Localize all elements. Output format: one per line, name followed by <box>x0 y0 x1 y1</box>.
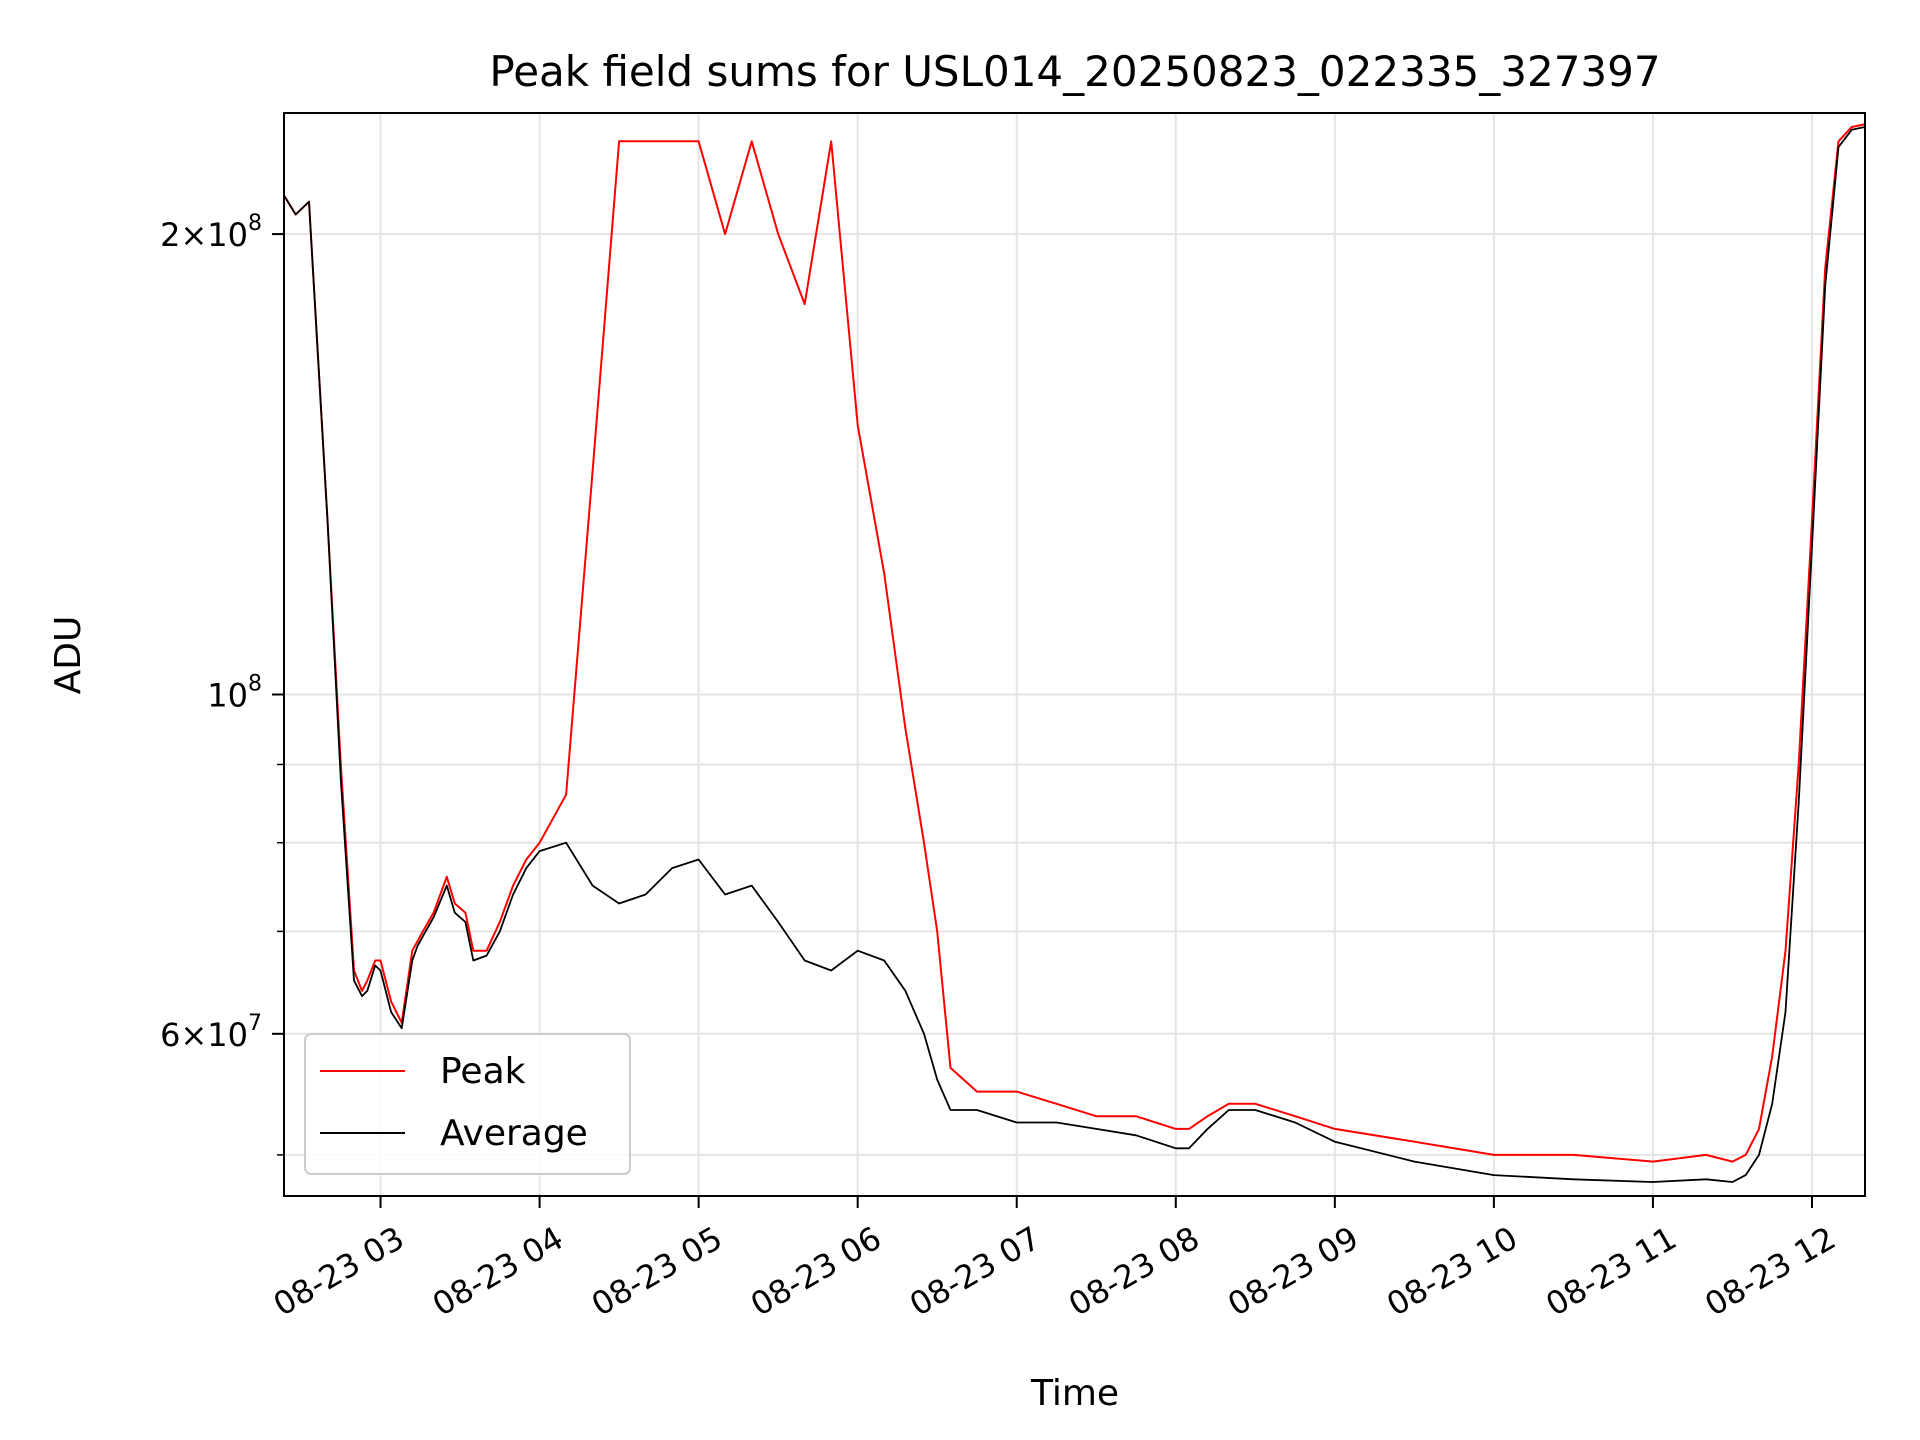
series-line-average <box>284 126 1865 1183</box>
chart-title: Peak field sums for USL014_20250823_0223… <box>489 47 1660 96</box>
legend-average-label: Average <box>440 1113 588 1154</box>
legend-peak-label: Peak <box>440 1051 526 1092</box>
y-tick-label: 108 <box>207 672 262 715</box>
y-tick-label: 2×108 <box>160 211 262 254</box>
y-axis: 6×107 108 2×108 <box>160 211 284 1156</box>
series-group <box>284 123 1865 1183</box>
y-tick-label: 6×107 <box>160 1011 262 1054</box>
legend: Peak Average <box>304 1033 631 1175</box>
series-line-peak <box>284 123 1865 1163</box>
legend-box <box>304 1033 631 1175</box>
x-axis-label: Time <box>1030 1373 1119 1414</box>
plot-frame <box>283 112 1866 1197</box>
y-axis-label: ADU <box>48 616 89 695</box>
